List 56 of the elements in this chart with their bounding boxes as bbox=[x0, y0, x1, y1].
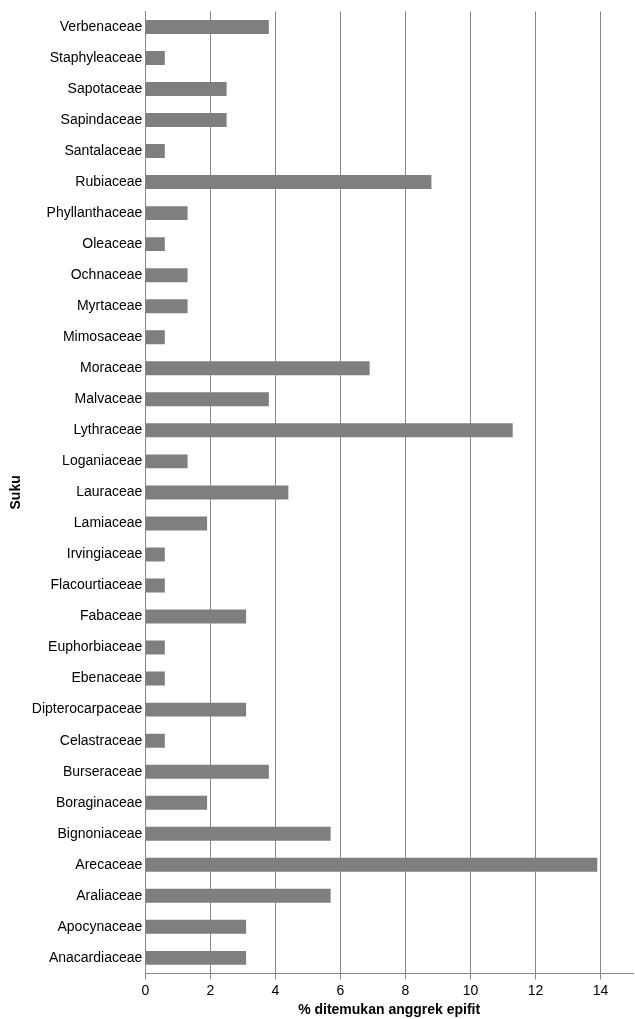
y-tick-label: Burseraceae bbox=[62, 762, 143, 779]
y-tick-label: Bignoniaceae bbox=[57, 824, 143, 841]
y-tick-label: Lauraceae bbox=[76, 483, 143, 500]
y-tick-label: Verbenaceae bbox=[59, 17, 143, 34]
x-tick-label: 6 bbox=[336, 981, 345, 998]
y-tick-label: Malvaceae bbox=[74, 390, 143, 407]
y-tick-label: Arecaceae bbox=[75, 855, 143, 872]
y-tick-label: Fabaceae bbox=[80, 607, 143, 624]
bar bbox=[145, 578, 165, 593]
y-tick-label: Phyllanthaceae bbox=[46, 203, 143, 220]
y-tick-label: Ebenaceae bbox=[71, 669, 143, 686]
y-tick-label: Lythraceae bbox=[73, 421, 143, 438]
y-tick-label: Flacourtiaceae bbox=[50, 576, 143, 593]
y-tick-label: Mimosaceae bbox=[62, 328, 143, 345]
bar bbox=[145, 640, 165, 655]
bar bbox=[145, 454, 188, 469]
x-tick-label: 12 bbox=[527, 981, 544, 998]
y-tick-label: Loganiaceae bbox=[62, 452, 143, 469]
y-tick-label: Celastraceae bbox=[59, 731, 143, 748]
x-tick-label: 10 bbox=[462, 981, 479, 998]
x-tick-label: 8 bbox=[401, 981, 410, 998]
y-tick-label: Sapindaceae bbox=[60, 110, 143, 127]
y-tick-label: Staphyleaceae bbox=[49, 48, 143, 65]
y-tick-label: Rubiaceae bbox=[75, 172, 143, 189]
x-tick-label: 0 bbox=[141, 981, 150, 998]
y-axis-title: Suku bbox=[7, 475, 24, 510]
y-tick-label: Santalaceae bbox=[64, 141, 143, 158]
bar bbox=[145, 268, 188, 283]
bar bbox=[145, 795, 208, 810]
bar bbox=[145, 299, 188, 314]
y-tick-label: Myrtaceae bbox=[76, 297, 143, 314]
bar bbox=[145, 50, 165, 65]
y-tick-label: Araliaceae bbox=[76, 886, 143, 903]
bar bbox=[145, 733, 165, 748]
y-tick-label: Anacardiaceae bbox=[48, 948, 143, 965]
bar bbox=[145, 206, 188, 221]
bar bbox=[145, 547, 165, 562]
y-tick-label: Lamiaceae bbox=[73, 514, 143, 531]
bar bbox=[145, 516, 208, 531]
x-tick-label: 2 bbox=[206, 981, 215, 998]
x-tick-label: 4 bbox=[271, 981, 280, 998]
y-tick-label: Apocynaceae bbox=[57, 917, 143, 934]
y-tick-label: Euphorbiaceae bbox=[48, 638, 143, 655]
y-tick-label: Sapotaceae bbox=[67, 79, 143, 96]
bar bbox=[145, 237, 165, 252]
bar bbox=[145, 671, 165, 686]
y-tick-label: Moraceae bbox=[80, 359, 143, 376]
bar bbox=[145, 330, 165, 345]
x-tick-label: 14 bbox=[592, 981, 609, 998]
y-tick-label: Irvingiaceae bbox=[66, 545, 143, 562]
bar bbox=[145, 144, 165, 159]
y-tick-label: Boraginaceae bbox=[55, 793, 143, 810]
y-tick-label: Oleaceae bbox=[82, 235, 143, 251]
y-tick-label: Dipterocarpaceae bbox=[31, 700, 143, 717]
y-tick-label: Ochnaceae bbox=[70, 266, 143, 283]
x-axis-title: % ditemukan anggrek epifit bbox=[298, 1001, 481, 1018]
